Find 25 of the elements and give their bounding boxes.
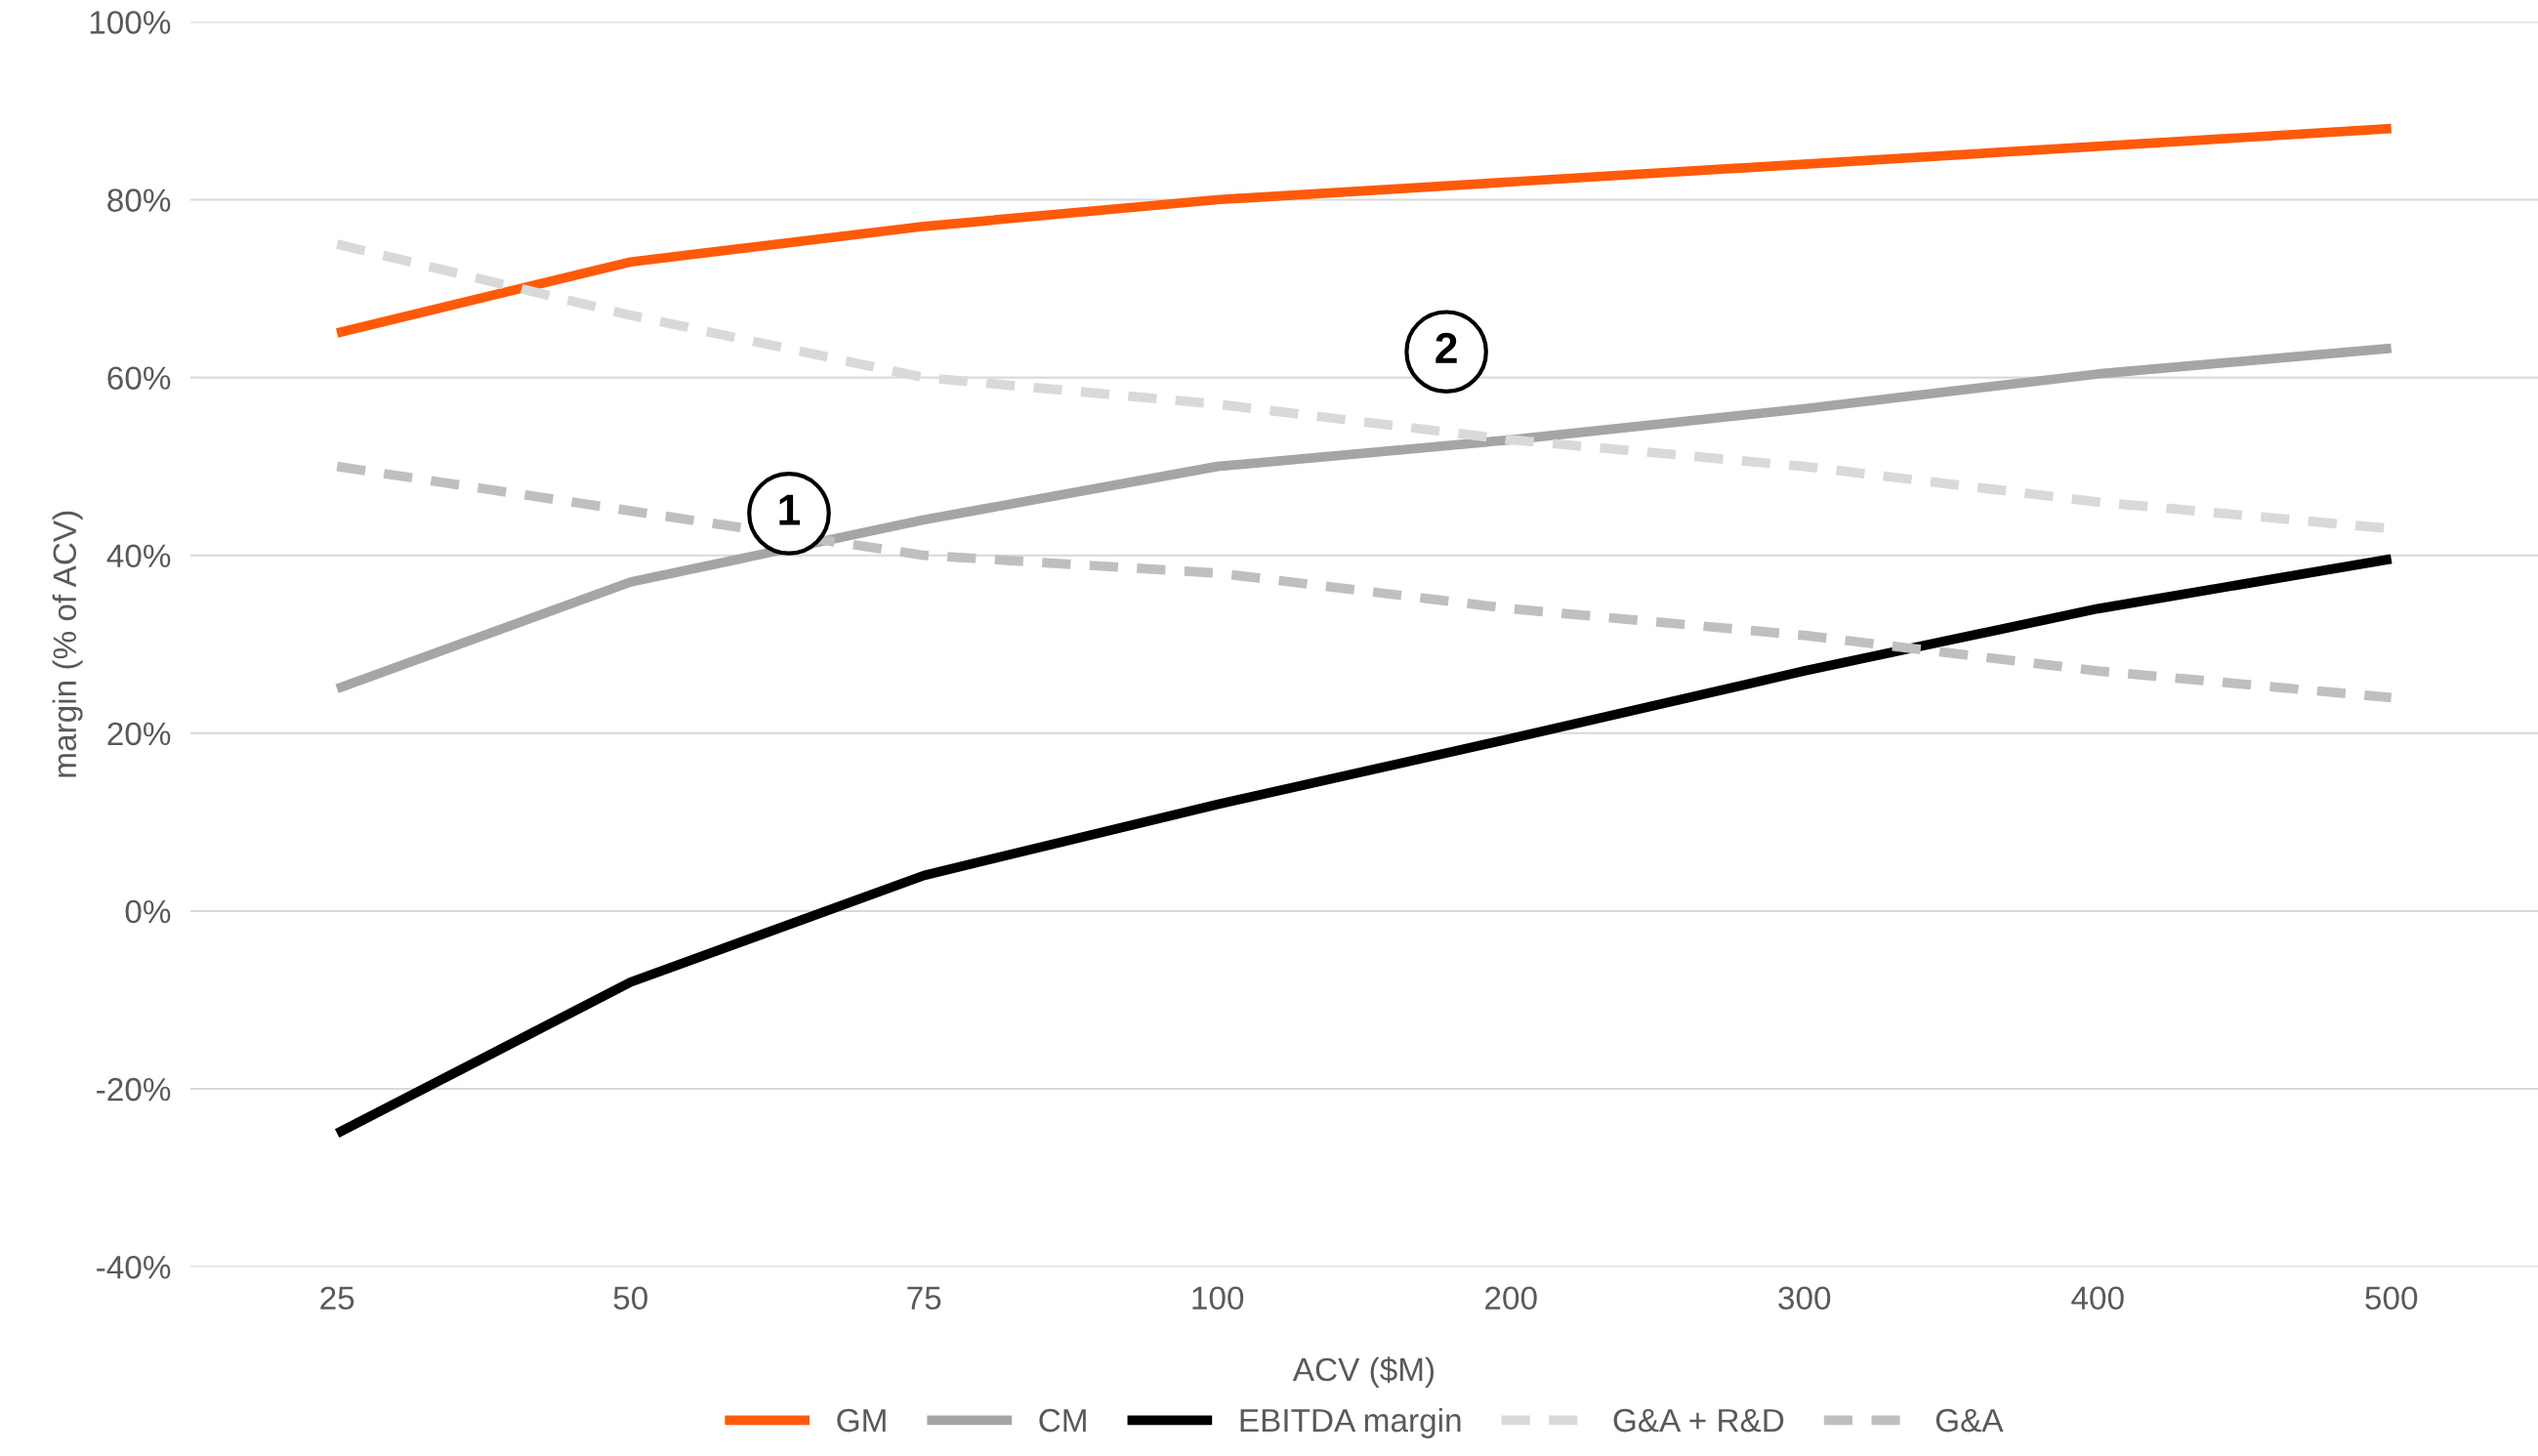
- y-axis-title: margin (% of ACV): [52, 511, 83, 777]
- annotation: 2: [1435, 332, 1457, 363]
- legend-label: G&A: [1935, 1408, 2004, 1433]
- annotation: 1: [779, 494, 801, 525]
- x-tick-label: 100: [1192, 1286, 1244, 1310]
- y-tick-label: 60%: [107, 366, 171, 390]
- legend-label: GM: [837, 1408, 886, 1433]
- y-tick-label: -20%: [97, 1077, 171, 1102]
- x-tick-label: 25: [320, 1286, 354, 1310]
- legend-label: EBITDA margin: [1240, 1407, 1461, 1438]
- x-tick-label: 200: [1485, 1286, 1537, 1310]
- y-tick-label: 40%: [106, 544, 171, 568]
- y-tick-label: 20%: [107, 722, 171, 746]
- y-tick-label: 100%: [90, 11, 171, 34]
- y-tick-label: -40%: [97, 1255, 171, 1279]
- x-tick-label: 300: [1778, 1286, 1831, 1310]
- x-tick-label: 75: [907, 1286, 941, 1310]
- legend-label: CM: [1039, 1408, 1086, 1433]
- x-axis-title: ACV ($M): [1292, 1356, 1435, 1388]
- x-tick-label: 400: [2071, 1286, 2124, 1310]
- x-tick-label: 500: [2365, 1286, 2418, 1310]
- y-tick-label: 0%: [125, 899, 171, 924]
- legend-label: G&A + R&D: [1613, 1408, 1784, 1433]
- x-tick-label: 50: [613, 1286, 647, 1310]
- y-tick-label: 80%: [107, 188, 171, 212]
